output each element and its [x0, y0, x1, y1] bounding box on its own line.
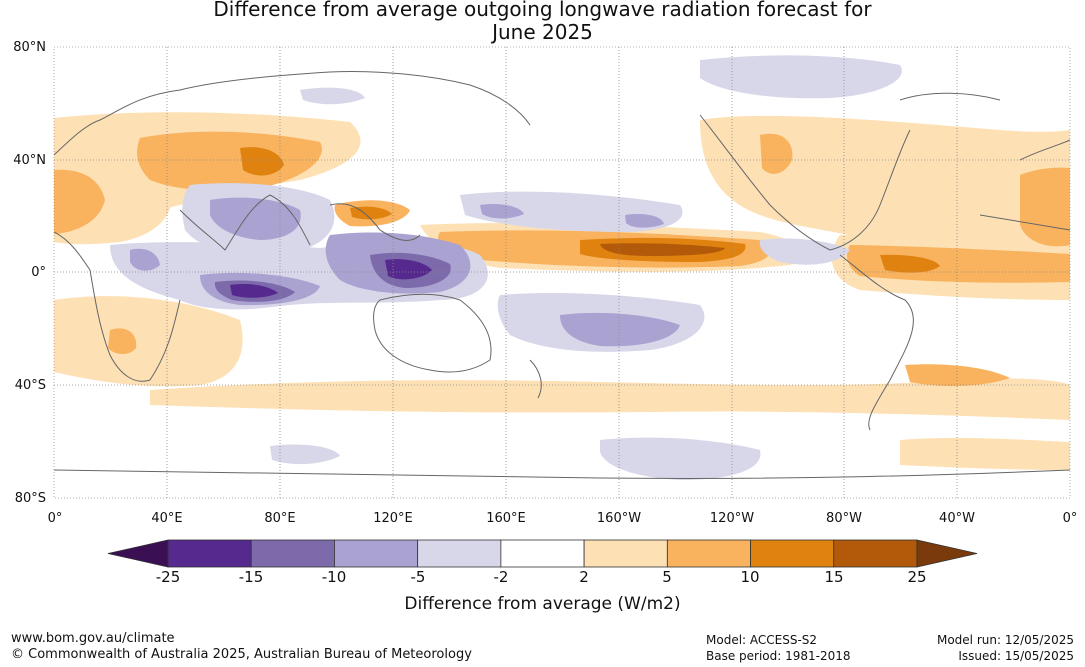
lon-label-0-left: 0°	[47, 511, 63, 526]
footer-model-info: Model: ACCESS-S2 Base period: 1981-2018	[706, 632, 851, 664]
colorbar-segment	[750, 539, 835, 568]
colorbar-tick-label: -15	[238, 568, 264, 586]
footer-left: www.bom.gov.au/climate © Commonwealth of…	[11, 631, 472, 663]
title-line-1: Difference from average outgoing longwav…	[213, 0, 872, 21]
lon-label-0-right: 0°	[1062, 511, 1078, 526]
lat-label-80s: 80°S	[14, 491, 46, 506]
colorbar-segment	[250, 539, 335, 568]
colorbar-segment	[334, 539, 419, 568]
footer-model-run: Model run: 12/05/2025	[936, 633, 1074, 647]
footer-dates: Model run: 12/05/2025 Issued: 15/05/2025	[937, 632, 1074, 664]
colorbar-extend-low	[107, 539, 169, 568]
colorbar-tick-label: -2	[493, 568, 509, 586]
colorbar-segment	[583, 539, 668, 568]
lon-label-80w: 80°W	[826, 511, 862, 526]
footer-base-period: Base period: 1981-2018	[706, 649, 851, 663]
lon-label-80e: 80°E	[264, 511, 296, 526]
colorbar-tick-label: 2	[579, 568, 589, 586]
lon-label-40w: 40°W	[939, 511, 975, 526]
lon-label-160e: 160°E	[486, 511, 526, 526]
title-line-2: June 2025	[492, 20, 593, 44]
colorbar-tick-label: 10	[740, 568, 760, 586]
graticule	[54, 47, 1070, 498]
footer-model: Model: ACCESS-S2	[706, 633, 818, 647]
colorbar-segment	[666, 539, 751, 568]
coastlines	[54, 71, 1070, 479]
colorbar-title: Difference from average (W/m2)	[404, 594, 681, 614]
colorbar-segment	[500, 539, 585, 568]
colorbar-segment	[417, 539, 502, 568]
colorbar	[107, 539, 978, 568]
chart-title: Difference from average outgoing longwav…	[0, 0, 1085, 44]
lon-label-120w: 120°W	[709, 511, 755, 526]
colorbar-tick-label: 25	[907, 568, 927, 586]
lon-label-120e: 120°E	[373, 511, 413, 526]
footer-issued: Issued: 15/05/2025	[958, 649, 1074, 663]
anomaly-shading	[54, 55, 1070, 480]
colorbar-segment	[833, 539, 918, 568]
lat-label-80n: 80°N	[13, 40, 46, 55]
map-frame	[53, 46, 1071, 499]
lon-label-160w: 160°W	[596, 511, 642, 526]
colorbar-tick-label: -10	[321, 568, 347, 586]
lat-label-equator: 0°	[31, 265, 46, 280]
colorbar-extend-high	[916, 539, 978, 568]
colorbar-tick-label: 5	[662, 568, 672, 586]
colorbar-tick-label: 15	[824, 568, 844, 586]
colorbar-tick-label: -5	[410, 568, 426, 586]
footer-url: www.bom.gov.au/climate	[11, 631, 175, 646]
lat-label-40n: 40°N	[13, 153, 46, 168]
lon-label-40e: 40°E	[151, 511, 183, 526]
footer-copyright: © Commonwealth of Australia 2025, Austra…	[11, 647, 472, 662]
colorbar-segment	[167, 539, 252, 568]
lat-label-40s: 40°S	[14, 378, 46, 393]
colorbar-tick-label: -25	[155, 568, 181, 586]
